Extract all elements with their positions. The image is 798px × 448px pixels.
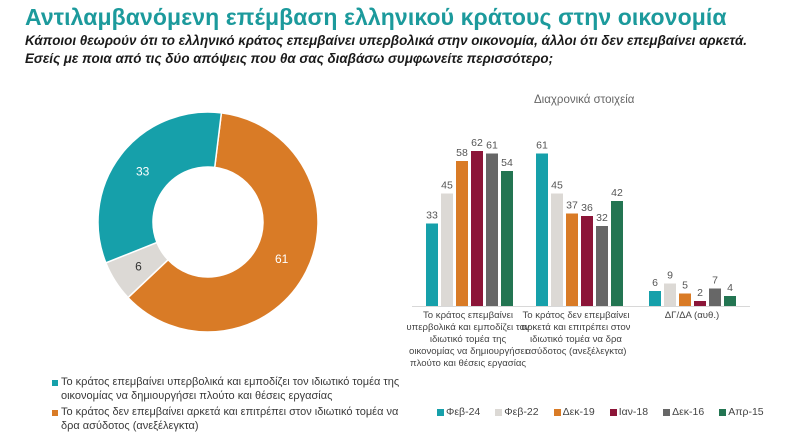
legend-swatch [52, 380, 58, 386]
bar [664, 283, 676, 306]
bar-value-label: 6 [652, 277, 658, 289]
bar [694, 301, 706, 306]
question-text: Κάποιοι θεωρούν ότι το ελληνικό κράτος ε… [25, 32, 747, 68]
bar-value-label: 4 [727, 282, 733, 294]
legend-item: Απρ-15 [719, 406, 764, 418]
x-tick-label: Το κράτος επεμβαίνει υπερβολικά και εμπο… [406, 310, 530, 369]
bar-value-label: 45 [551, 180, 563, 192]
legend-swatch [495, 408, 503, 416]
bar-value-label: 2 [697, 287, 703, 299]
bar-value-label: 54 [501, 157, 513, 169]
bar [566, 213, 578, 306]
slice-label: 33 [136, 165, 150, 179]
legend-item: Το κράτος επεμβαίνει υπερβολικά και εμπο… [52, 376, 412, 403]
bar [679, 293, 691, 306]
bar-value-label: 5 [682, 280, 688, 292]
bar-value-label: 45 [441, 180, 453, 192]
donut-slice [127, 111, 319, 333]
bar-value-label: 33 [426, 210, 438, 222]
bar [426, 223, 438, 306]
bar-value-label: 58 [456, 147, 468, 159]
legend-swatch [663, 408, 671, 416]
bar-legend: Φεβ-24 Φεβ-22 Δεκ-19 Ιαν-18 Δεκ-16 Απρ-1… [437, 406, 764, 418]
bar [471, 151, 483, 306]
page-title: Αντιλαμβανόμενη επέμβαση ελληνικού κράτο… [25, 4, 727, 30]
legend-label: Ιαν-18 [618, 406, 649, 418]
bar [611, 201, 623, 306]
bar-value-label: 37 [566, 200, 578, 212]
donut-chart: 61 6 33 [97, 111, 319, 333]
bar [441, 193, 453, 306]
bar [551, 193, 563, 306]
legend-swatch [553, 408, 561, 416]
donut-slice [97, 111, 223, 264]
bar-value-label: 7 [712, 275, 718, 287]
legend-item: Το κράτος δεν επεμβαίνει αρκετά και επιτ… [52, 406, 412, 433]
bar [501, 171, 513, 306]
legend-item: Φεβ-22 [495, 406, 539, 418]
legend-label: Φεβ-24 [446, 406, 481, 418]
donut-legend: Το κράτος επεμβαίνει υπερβολικά και εμπο… [52, 376, 412, 436]
bar-value-label: 42 [611, 187, 623, 199]
bar-value-label: 36 [581, 202, 593, 214]
bar-value-label: 9 [667, 270, 673, 282]
bar [581, 216, 593, 306]
bar [649, 291, 661, 306]
bar [486, 153, 498, 306]
legend-label: Φεβ-22 [504, 406, 539, 418]
legend-item: Δεκ-19 [553, 406, 595, 418]
legend-swatch [437, 408, 444, 416]
slice-label: 61 [275, 252, 289, 266]
bar [724, 296, 736, 306]
bar-value-label: 32 [596, 212, 608, 224]
bar [709, 288, 721, 306]
legend-item: Ιαν-18 [609, 406, 649, 418]
legend-label: Το κράτος επεμβαίνει υπερβολικά και εμπο… [61, 376, 400, 402]
bar-value-label: 61 [536, 140, 548, 152]
bar [596, 226, 608, 306]
x-tick-label: ΔΓ/ΔΑ (αυθ.) [664, 310, 720, 321]
legend-swatch [52, 410, 58, 416]
legend-label: Δεκ-16 [672, 406, 705, 418]
legend-item: Φεβ-24 [437, 406, 480, 418]
legend-swatch [719, 408, 727, 416]
bar-value-label: 62 [471, 137, 483, 149]
legend-item: Δεκ-16 [663, 406, 704, 418]
legend-label: Δεκ-19 [562, 406, 595, 418]
bar [456, 161, 468, 306]
question-line-1: Κάποιοι θεωρούν ότι το ελληνικό κράτος ε… [25, 33, 747, 48]
x-tick-label: Το κράτος δεν επεμβαίνει αρκετά και επιτ… [521, 310, 631, 357]
legend-label: Απρ-15 [728, 406, 764, 418]
slice-label: 6 [135, 259, 142, 273]
legend-swatch [609, 408, 617, 416]
question-line-2: Εσείς με ποια από τις δύο απόψεις που θα… [25, 51, 554, 66]
legend-label: Το κράτος δεν επεμβαίνει αρκετά και επιτ… [61, 406, 399, 432]
bar [536, 153, 548, 306]
bar-chart-title: Διαχρονικά στοιχεία [534, 94, 635, 106]
bar-value-label: 61 [486, 140, 498, 152]
